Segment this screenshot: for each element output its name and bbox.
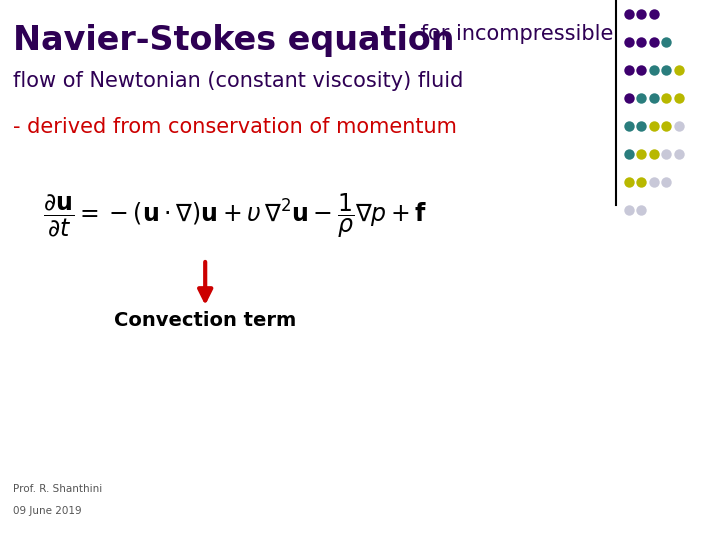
Text: Convection term: Convection term — [114, 310, 297, 329]
Text: Navier-Stokes equation: Navier-Stokes equation — [13, 24, 454, 57]
Text: 09 June 2019: 09 June 2019 — [13, 505, 81, 516]
Text: Prof. R. Shanthini: Prof. R. Shanthini — [13, 484, 102, 494]
Text: flow of Newtonian (constant viscosity) fluid: flow of Newtonian (constant viscosity) f… — [13, 71, 464, 91]
Text: $\dfrac{\partial \mathbf{u}}{\partial t} = -\left(\mathbf{u} \cdot \nabla\right): $\dfrac{\partial \mathbf{u}}{\partial t}… — [43, 192, 428, 240]
Text: - derived from conservation of momentum: - derived from conservation of momentum — [13, 117, 456, 137]
Text: for incompressible: for incompressible — [414, 24, 613, 44]
